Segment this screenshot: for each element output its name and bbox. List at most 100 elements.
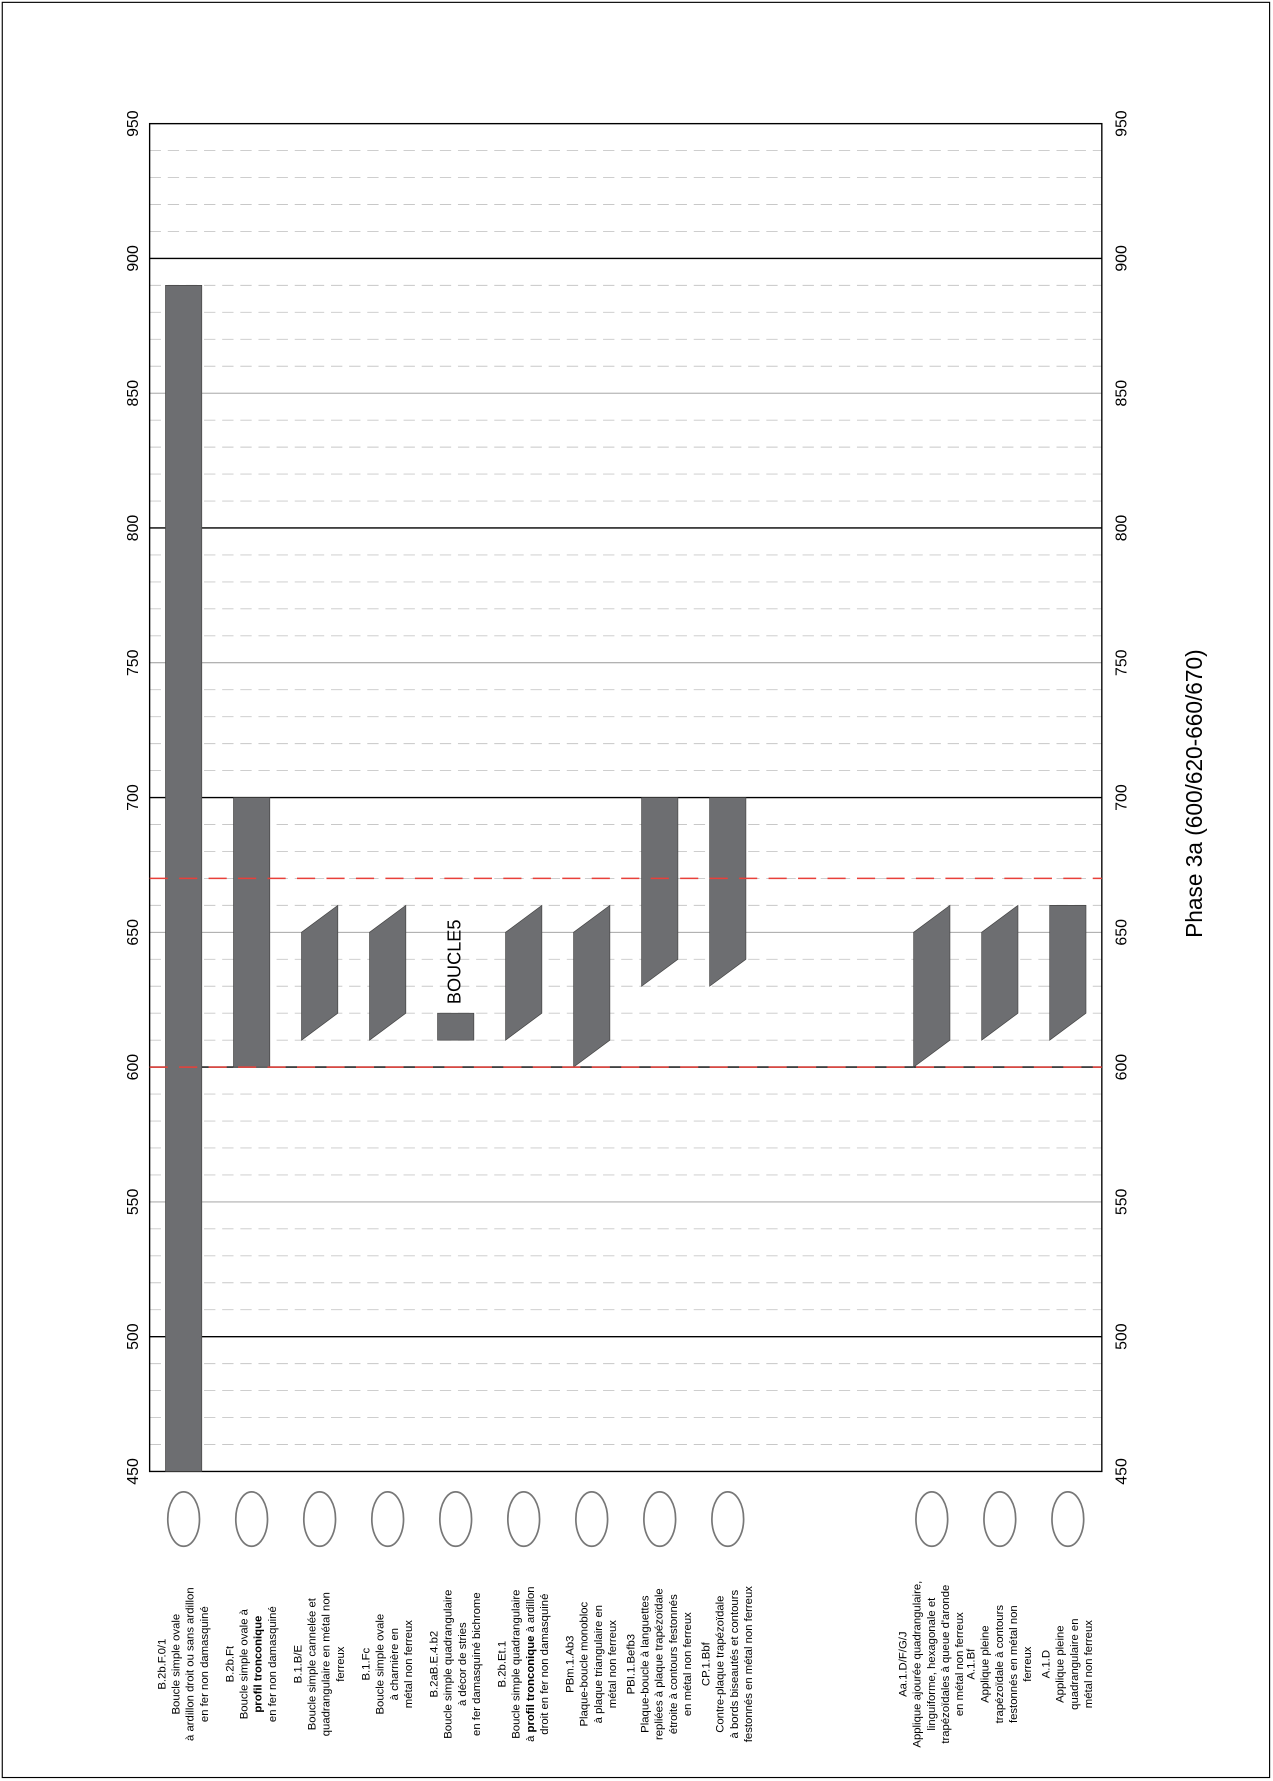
range-bar <box>641 797 679 987</box>
range-bar <box>369 904 407 1041</box>
category-line: trapézoïdales à queue d'aronde <box>940 1585 952 1744</box>
range-bar <box>301 904 339 1041</box>
category-line: PBI.1.Befb3 <box>625 1634 637 1694</box>
y-tick-label-right: 550 <box>1113 1188 1130 1215</box>
artifact-image <box>166 1491 201 1548</box>
category-line: Applique pleine <box>1055 1625 1067 1702</box>
y-tick-label-right: 500 <box>1113 1323 1130 1350</box>
category-label: PBm.1.Ab3 Plaque-boucle monobloc à plaque … <box>564 1601 619 1726</box>
range-bar <box>437 1012 475 1041</box>
category-line: Boucle simple ovale <box>171 1614 183 1715</box>
category-label: A.1.Bf Applique pleine trapézoïdale à cont… <box>965 1605 1034 1724</box>
y-tick-label: 700 <box>125 784 142 811</box>
range-bar <box>709 797 747 987</box>
artifact-image <box>983 1491 1017 1548</box>
range-bar <box>573 904 611 1068</box>
range-bar <box>505 904 543 1041</box>
category-line: en métal non ferreux <box>954 1612 966 1716</box>
y-tick-label-right: 850 <box>1113 380 1130 407</box>
y-tick-label: 650 <box>125 919 142 946</box>
category-line: A.1.Bf <box>965 1648 977 1680</box>
category-line: à ardillon droit ou sans ardillon <box>185 1587 197 1741</box>
category-label: B.2b.Et.1 Boucle simple quadrangulaire à p… <box>496 1586 551 1742</box>
y-tick-label: 750 <box>125 649 142 676</box>
category-line: en fer non damasquiné <box>267 1606 279 1722</box>
category-line: Boucle simple ovale <box>375 1614 387 1715</box>
category-line: PBm.1.Ab3 <box>564 1636 576 1693</box>
category-line: B.2b.F.0/1 <box>156 1639 168 1690</box>
category-label: CP.1.Bbf Contre-plaque trapézoïdale à bord… <box>700 1586 755 1743</box>
category-line: B.2b.Ft <box>224 1645 236 1682</box>
y-tick-label-right: 800 <box>1113 515 1130 542</box>
category-line: B.1.B/E <box>292 1645 304 1684</box>
category-line: métal non ferreux <box>607 1620 619 1708</box>
category-line: en métal non ferreux <box>682 1612 694 1716</box>
y-tick-label: 950 <box>125 110 142 137</box>
category-label: PBI.1.Befb3 Plaque-boucle à languettes rep… <box>625 1588 694 1740</box>
category-line: Contre-plaque trapézoïdale <box>715 1596 727 1733</box>
category-segment: profil tronconique <box>253 1616 265 1713</box>
plot-frame <box>148 122 1103 1473</box>
y-tick-label: 550 <box>125 1188 142 1215</box>
artifact-image <box>575 1491 609 1548</box>
category-line: profil tronconique <box>253 1616 265 1713</box>
y-tick-label: 450 <box>125 1458 142 1485</box>
artifact-image <box>302 1491 337 1548</box>
y-tick-label-right: 750 <box>1113 649 1130 676</box>
category-line: A.1.D <box>1041 1650 1053 1678</box>
category-line: festonnés en métal non <box>1008 1605 1020 1723</box>
artifact-image <box>711 1491 745 1548</box>
category-line: à charnière en <box>389 1628 401 1700</box>
range-bar <box>913 904 951 1068</box>
category-line: à profil tronconique à ardillon <box>525 1586 537 1742</box>
category-line: ferreux <box>335 1646 347 1682</box>
y-tick-label-right: 900 <box>1113 245 1130 272</box>
category-line: ferreux <box>1022 1646 1034 1682</box>
category-segment: à ardillon <box>525 1586 537 1635</box>
y-tick-label: 800 <box>125 515 142 542</box>
y-tick-label: 600 <box>125 1054 142 1081</box>
category-line: Boucle simple cannelée et <box>307 1597 319 1730</box>
category-segment: profil tronconique <box>525 1636 537 1733</box>
category-label: A.1.D Applique pleine quadrangulaire en mét… <box>1041 1618 1096 1709</box>
category-line: Boucle simple quadrangulaire <box>443 1590 455 1739</box>
category-label: B.2b.F.0/1 Boucle simple ovale à ardillon … <box>156 1587 211 1741</box>
y-tick-label: 850 <box>125 380 142 407</box>
category-line: Boucle simple quadrangulaire <box>511 1590 523 1739</box>
category-line: en fer damasquiné bichrome <box>471 1592 483 1736</box>
artifact-image <box>370 1491 405 1548</box>
category-line: quadrangulaire en <box>1069 1618 1081 1709</box>
bar-label: BOUCLE5 <box>444 920 464 1005</box>
artifact-image <box>438 1491 473 1548</box>
range-bar <box>981 904 1019 1041</box>
category-line: Aa.1.D/F/G/J <box>897 1631 909 1696</box>
y-tick-label: 900 <box>125 245 142 272</box>
y-tick-label: 500 <box>125 1323 142 1350</box>
artifact-image <box>915 1491 949 1548</box>
category-line: droit en fer non damasquiné <box>539 1594 551 1735</box>
category-line: métal non ferreux <box>403 1620 415 1708</box>
category-line: Plaque-boucle monobloc <box>579 1601 591 1726</box>
artifact-image <box>643 1491 677 1548</box>
category-line: Boucle simple ovale à <box>239 1608 251 1719</box>
category-line: Applique pleine <box>980 1625 992 1702</box>
category-line: à bords biseautés et contours <box>729 1590 741 1739</box>
category-line: à plaque triangulaire en <box>593 1605 605 1723</box>
category-label: B.2b.Ft Boucle simple ovale à profil tronc… <box>224 1606 279 1722</box>
category-line: repliées à plaque trapézoïdale <box>654 1588 666 1740</box>
category-line: à décor de stries <box>457 1622 469 1706</box>
category-line: linguiforme, hexagonale et <box>926 1597 938 1731</box>
category-line: Plaque-boucle à languettes <box>640 1595 652 1733</box>
category-line: en fer non damasquiné <box>199 1606 211 1722</box>
category-label: B.2aB.E.4.b2 Boucle simple quadrangulaire… <box>428 1590 483 1739</box>
range-bar <box>233 797 271 1068</box>
y-tick-label-right: 950 <box>1113 110 1130 137</box>
category-line: Applique ajourée quadrangulaire, <box>912 1581 924 1748</box>
category-line: trapézoïdale à contours <box>994 1605 1006 1724</box>
category-line: quadrangulaire en métal non <box>321 1592 333 1736</box>
artifact-image <box>1051 1491 1085 1548</box>
axis-label: Phase 3a (600/620-660/670) <box>1181 649 1207 937</box>
